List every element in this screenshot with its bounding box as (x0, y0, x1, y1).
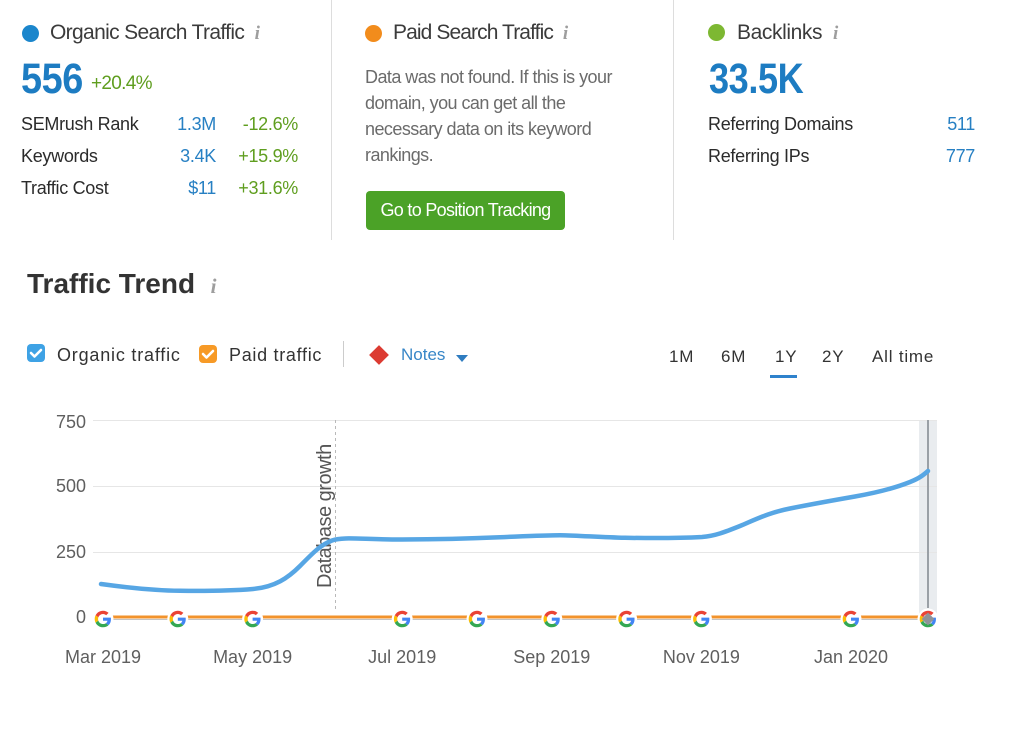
svg-text:Sep 2019: Sep 2019 (513, 647, 590, 667)
svg-text:Database growth: Database growth (314, 444, 336, 588)
svg-text:Jan 2020: Jan 2020 (814, 647, 888, 667)
svg-text:750: 750 (56, 412, 86, 432)
svg-text:May 2019: May 2019 (213, 647, 292, 667)
svg-text:500: 500 (56, 476, 86, 496)
svg-text:Mar 2019: Mar 2019 (65, 647, 141, 667)
svg-text:0: 0 (76, 607, 86, 627)
svg-text:Nov 2019: Nov 2019 (663, 647, 740, 667)
svg-text:Jul 2019: Jul 2019 (368, 647, 436, 667)
svg-text:250: 250 (56, 542, 86, 562)
